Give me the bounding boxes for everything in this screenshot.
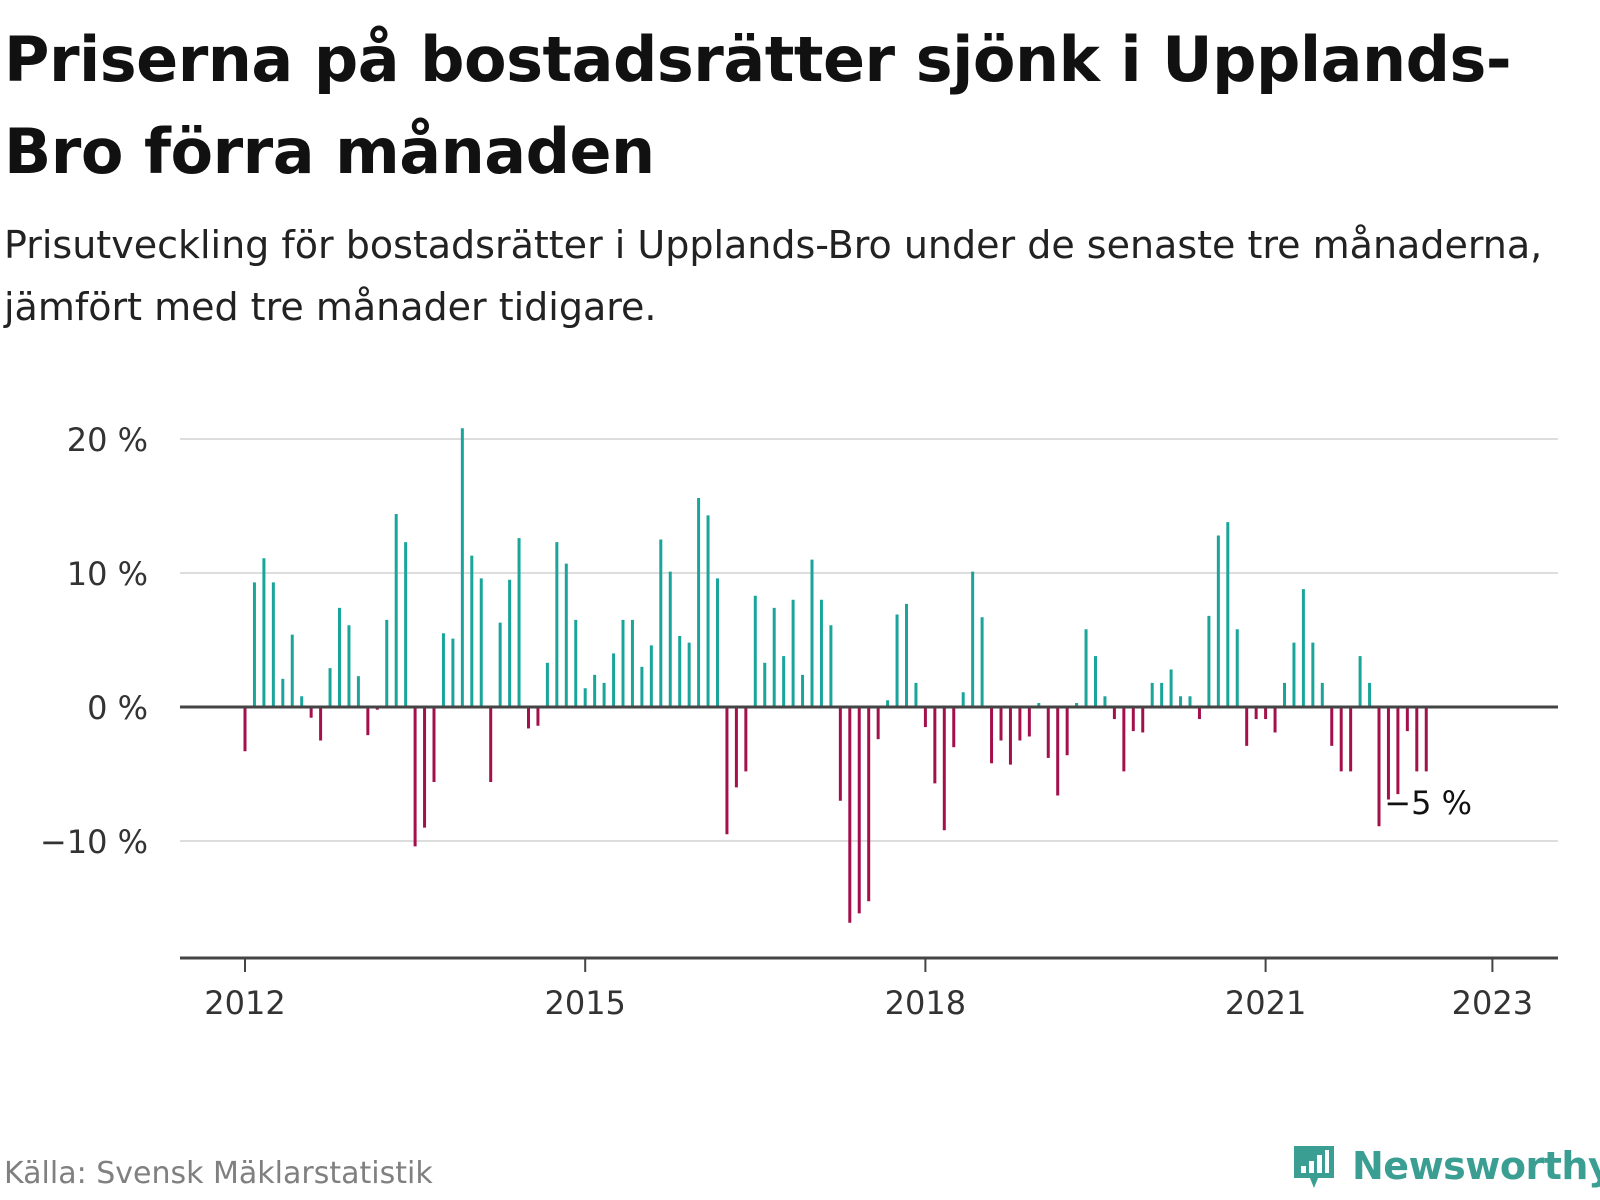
brand-name: Newsworthy	[1352, 1144, 1600, 1188]
y-tick-label: 10 %	[67, 555, 148, 593]
chart-title: Priserna på bostadsrätter sjönk i Upplan…	[4, 23, 1512, 188]
x-tick-label: 2018	[885, 984, 966, 1022]
chart-subtitle: Prisutveckling för bostadsrätter i Uppla…	[4, 223, 1543, 329]
y-tick-label: 20 %	[67, 421, 148, 459]
last-value-annotation: −5 %	[1384, 784, 1472, 822]
brand-logo: Newsworthy	[1290, 1140, 1600, 1192]
newsworthy-chat-bar-icon	[1294, 1146, 1334, 1188]
x-tick-label: 2021	[1225, 984, 1306, 1022]
y-axis-labels: 20 % 10 % 0 % −10 %	[40, 421, 148, 861]
y-tick-label: −10 %	[40, 823, 148, 861]
y-tick-label: 0 %	[87, 689, 148, 727]
price-change-chart: 20 % 10 % 0 % −10 % 2012 2015 2018 2021 2023 −5…	[40, 421, 1558, 1022]
source-note: Källa: Svensk Mäklarstatistik	[4, 1156, 433, 1191]
x-tick-label: 2015	[544, 984, 625, 1022]
x-tick-label: 2012	[204, 984, 285, 1022]
x-axis-labels: 2012 2015 2018 2021 2023	[204, 958, 1533, 1022]
x-tick-label: 2023	[1452, 984, 1533, 1022]
bars	[243, 428, 1428, 923]
